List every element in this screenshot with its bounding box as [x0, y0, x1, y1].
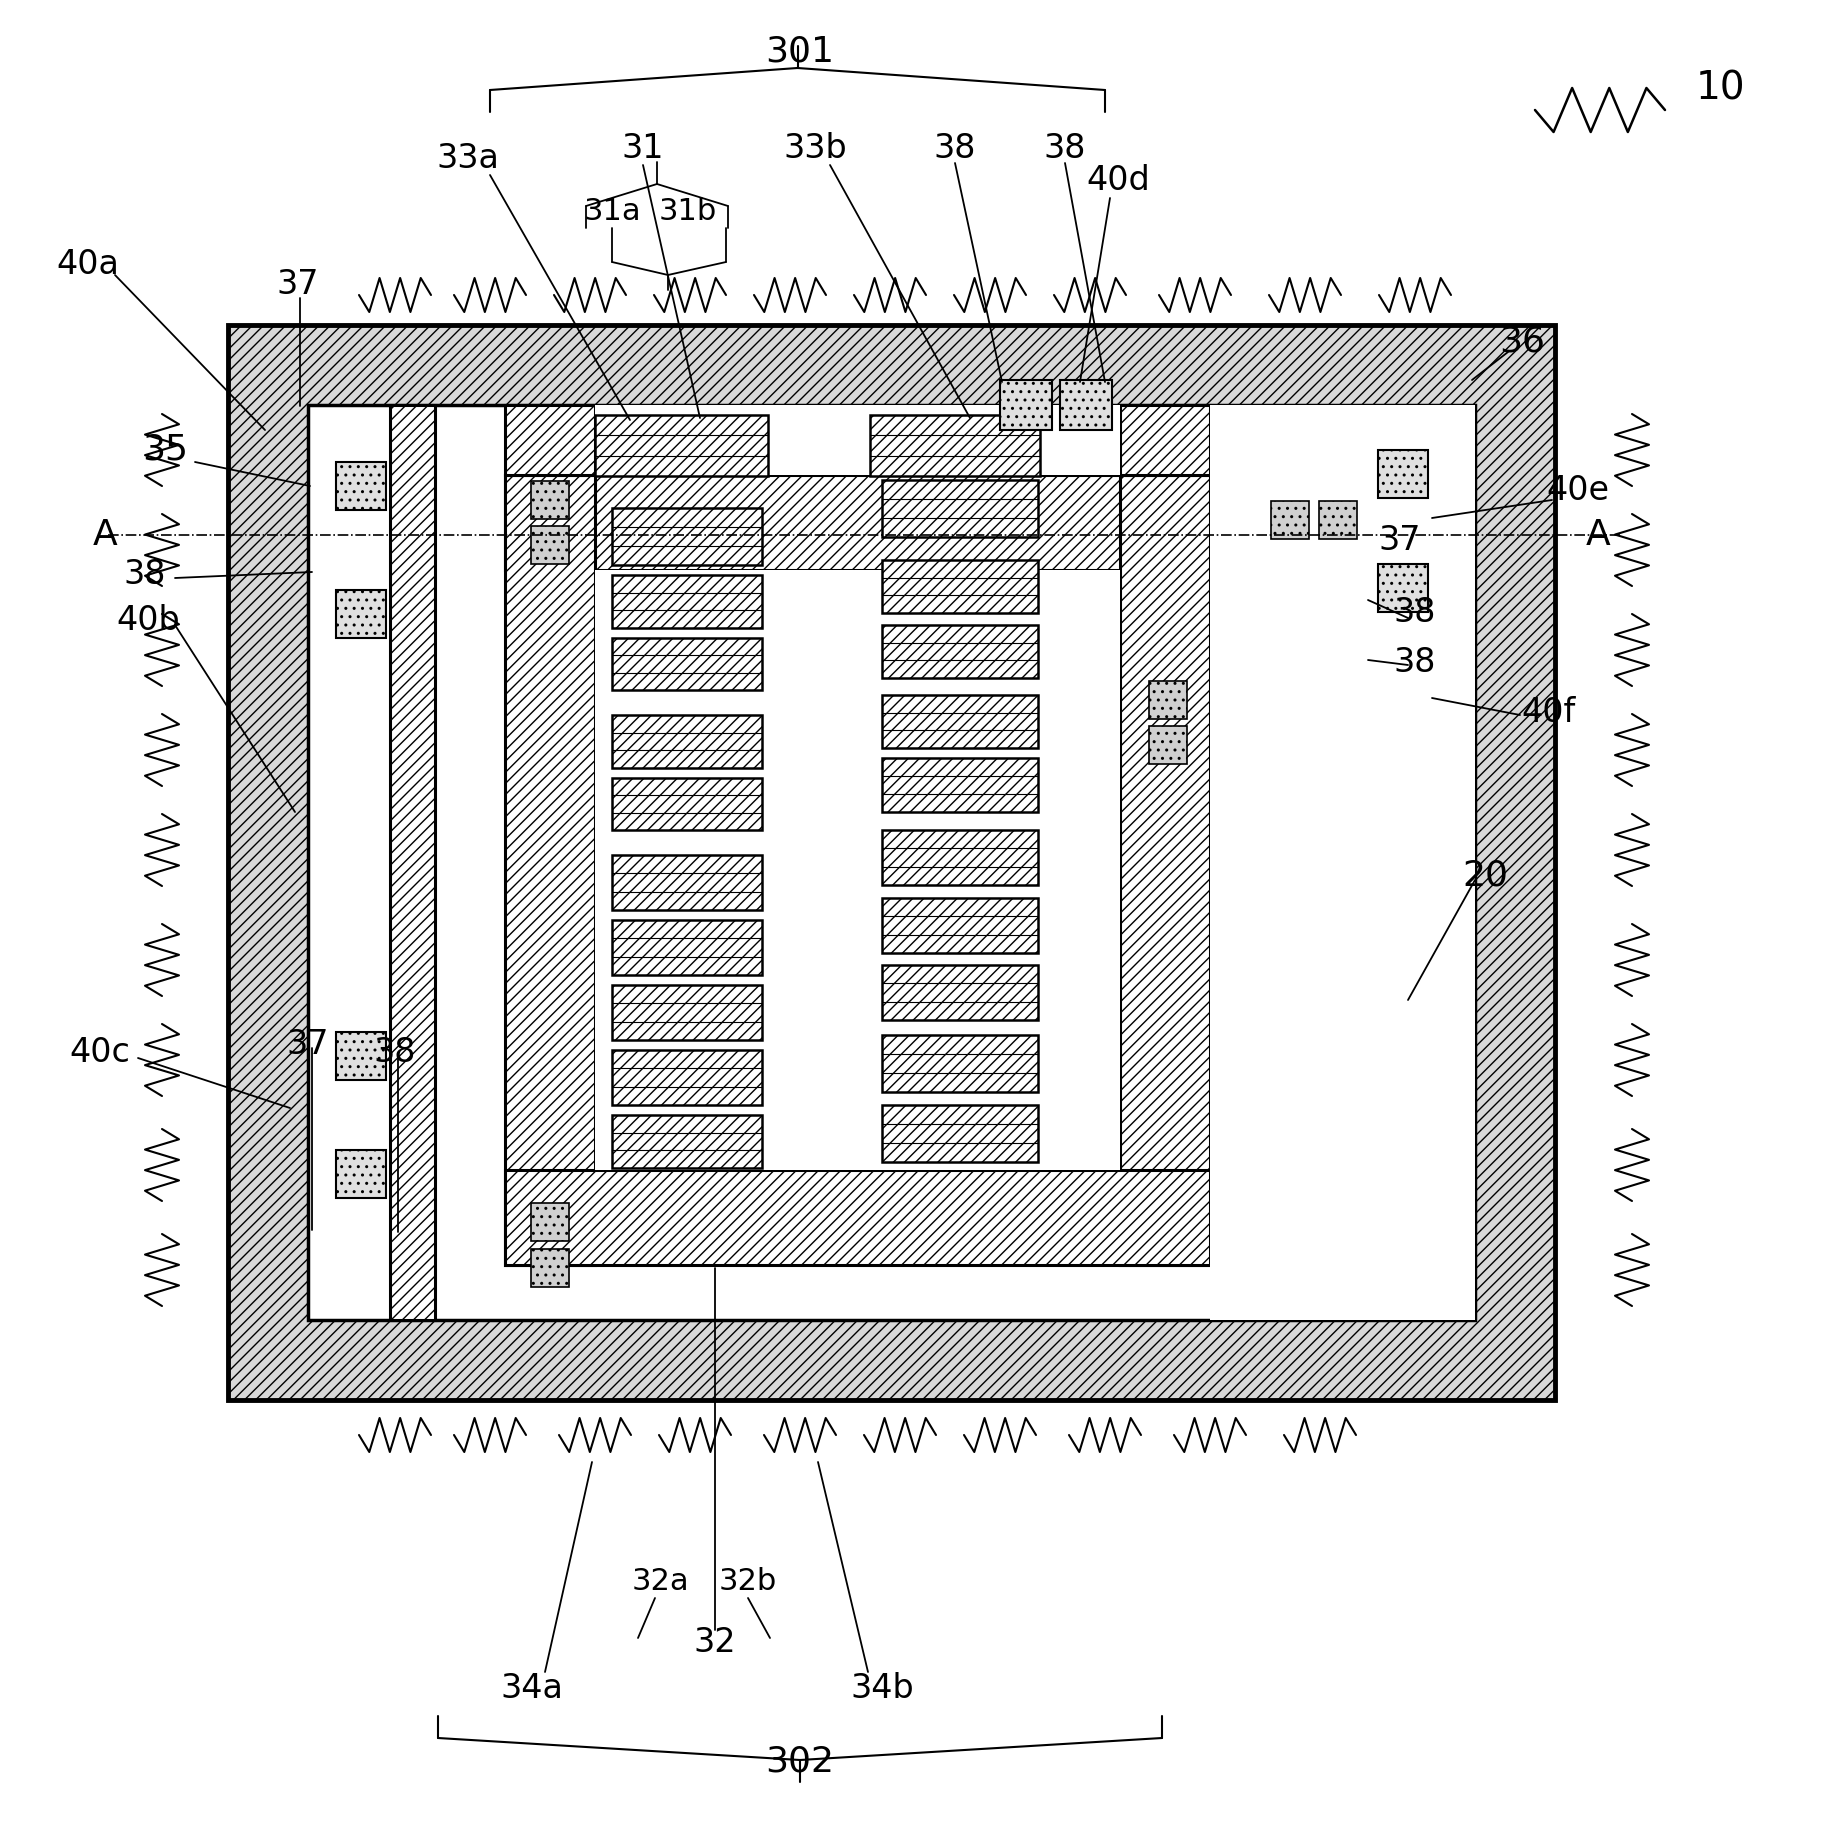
- Bar: [505, 405, 596, 475]
- Bar: [881, 965, 1038, 1020]
- Bar: [612, 508, 762, 565]
- Text: 32a: 32a: [631, 1567, 690, 1597]
- Text: 31a: 31a: [583, 198, 642, 227]
- Bar: [881, 480, 1038, 538]
- Bar: [1149, 726, 1188, 763]
- Bar: [612, 856, 762, 909]
- Text: 37: 37: [277, 268, 319, 301]
- Text: 31b: 31b: [658, 198, 717, 227]
- Text: 301: 301: [765, 35, 835, 68]
- Bar: [881, 695, 1038, 748]
- Bar: [531, 1249, 570, 1286]
- Bar: [612, 985, 762, 1040]
- Text: A: A: [92, 517, 118, 553]
- Bar: [1210, 405, 1475, 1319]
- Text: 302: 302: [765, 1745, 835, 1780]
- Text: 40c: 40c: [70, 1035, 131, 1068]
- Text: 40d: 40d: [1086, 163, 1151, 196]
- Text: 36: 36: [1499, 325, 1545, 359]
- Text: 37: 37: [288, 1029, 330, 1061]
- Text: 10: 10: [1695, 68, 1744, 107]
- Bar: [1271, 501, 1309, 540]
- Bar: [1119, 405, 1210, 475]
- Bar: [389, 405, 435, 1319]
- Bar: [531, 480, 570, 519]
- Bar: [612, 638, 762, 689]
- Text: 31: 31: [621, 131, 664, 164]
- Text: 32: 32: [693, 1626, 736, 1658]
- Text: 38: 38: [1044, 131, 1086, 164]
- Bar: [1377, 451, 1427, 497]
- Bar: [881, 1035, 1038, 1092]
- Bar: [336, 462, 385, 510]
- Bar: [596, 569, 870, 1170]
- Bar: [999, 381, 1051, 431]
- Text: 33a: 33a: [437, 142, 500, 174]
- Bar: [881, 830, 1038, 885]
- Text: A: A: [1586, 517, 1610, 553]
- Bar: [229, 325, 1554, 1401]
- Text: 38: 38: [1394, 645, 1436, 678]
- Bar: [1149, 682, 1188, 719]
- Bar: [531, 1203, 570, 1242]
- Bar: [870, 416, 1040, 477]
- Bar: [505, 1170, 1210, 1266]
- Bar: [505, 475, 596, 1266]
- Bar: [612, 575, 762, 628]
- Bar: [336, 590, 385, 638]
- Text: 32b: 32b: [719, 1567, 776, 1597]
- Text: 20: 20: [1462, 857, 1508, 893]
- Bar: [881, 625, 1038, 678]
- Text: 40f: 40f: [1521, 695, 1575, 728]
- Bar: [881, 1105, 1038, 1162]
- Text: 34b: 34b: [850, 1671, 915, 1704]
- Bar: [881, 560, 1038, 614]
- Bar: [505, 475, 1210, 569]
- Bar: [612, 1050, 762, 1105]
- Bar: [1318, 501, 1357, 540]
- Bar: [612, 715, 762, 769]
- Text: 40b: 40b: [116, 604, 181, 636]
- Bar: [596, 416, 767, 477]
- Text: 35: 35: [142, 432, 188, 468]
- Text: 40a: 40a: [57, 248, 120, 281]
- Bar: [336, 1031, 385, 1079]
- Text: 38: 38: [124, 558, 166, 591]
- Bar: [612, 1114, 762, 1168]
- Bar: [1119, 475, 1210, 1266]
- Bar: [612, 920, 762, 976]
- Bar: [1377, 564, 1427, 612]
- Bar: [881, 898, 1038, 954]
- Bar: [336, 1149, 385, 1198]
- Bar: [870, 569, 1119, 1170]
- Bar: [308, 405, 1475, 1319]
- Text: 37: 37: [1379, 523, 1422, 556]
- Text: 38: 38: [374, 1035, 417, 1068]
- Bar: [531, 527, 570, 564]
- Text: 38: 38: [933, 131, 975, 164]
- Bar: [1060, 381, 1112, 431]
- Text: 34a: 34a: [500, 1671, 564, 1704]
- Bar: [612, 778, 762, 830]
- Text: 40e: 40e: [1547, 473, 1610, 506]
- Text: 38: 38: [1394, 595, 1436, 628]
- Bar: [596, 405, 1119, 475]
- Text: 33b: 33b: [784, 131, 846, 164]
- Bar: [881, 758, 1038, 811]
